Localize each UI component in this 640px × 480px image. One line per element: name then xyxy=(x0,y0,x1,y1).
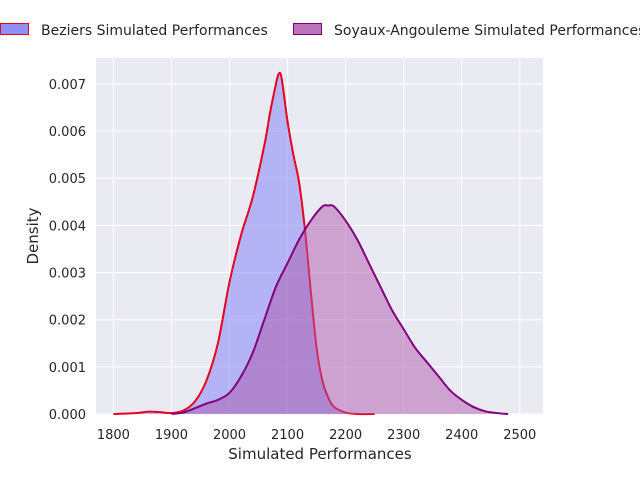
x-tick-label: 2100 xyxy=(271,428,304,443)
x-tick-label: 2200 xyxy=(329,428,362,443)
legend-label-2: Soyaux-Angouleme Simulated Performances xyxy=(334,23,640,39)
x-axis-title: Simulated Performances xyxy=(228,445,412,463)
x-tick-label: 1900 xyxy=(155,428,188,443)
y-tick-label: 0.006 xyxy=(49,125,86,140)
y-tick-label: 0.000 xyxy=(49,408,86,423)
series-line-2 xyxy=(171,204,509,415)
y-tick-label: 0.003 xyxy=(49,267,86,282)
x-tick-label: 2000 xyxy=(213,428,246,443)
x-tick-labels: 1800 1900 2000 2100 2200 2300 2400 2500 xyxy=(97,428,536,443)
y-tick-label: 0.004 xyxy=(49,219,86,234)
x-tick-label: 2300 xyxy=(387,428,420,443)
x-tick-label: 1800 xyxy=(97,428,130,443)
y-tick-label: 0.002 xyxy=(49,314,86,329)
y-axis-title: Density xyxy=(24,207,42,264)
legend-swatch-1 xyxy=(0,23,29,35)
x-tick-label: 2400 xyxy=(445,428,478,443)
y-tick-label: 0.001 xyxy=(49,361,86,376)
x-tick-label: 2500 xyxy=(503,428,536,443)
series-area-2 xyxy=(171,205,509,414)
y-tick-labels: 0.000 0.001 0.002 0.003 0.004 0.005 0.006 0.007 xyxy=(49,78,86,423)
legend-label-1: Beziers Simulated Performances xyxy=(41,23,268,39)
density-areas xyxy=(113,71,509,416)
y-tick-label: 0.007 xyxy=(49,78,86,93)
legend-swatch-2 xyxy=(293,23,322,35)
y-tick-label: 0.005 xyxy=(49,172,86,187)
legend: Beziers Simulated Performances Soyaux-Ang… xyxy=(0,23,640,39)
